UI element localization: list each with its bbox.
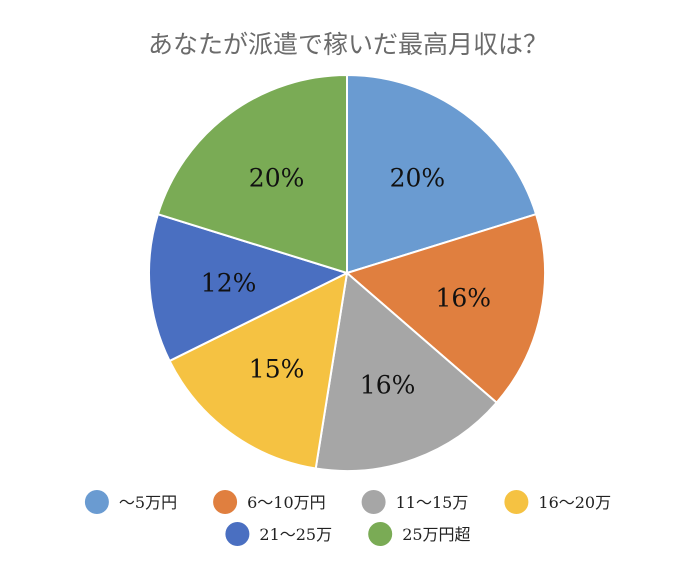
legend-label-5: 21～25万 bbox=[259, 525, 332, 544]
slice-value-label-3: 16% bbox=[360, 371, 416, 400]
legend-marker-4 bbox=[504, 490, 529, 514]
legend-marker-1 bbox=[84, 490, 109, 514]
legend-label-6: 25万円超 bbox=[402, 525, 470, 544]
pie-slice-2 bbox=[344, 212, 546, 405]
pie-slices bbox=[148, 73, 546, 472]
slice-value-label-2: 16% bbox=[436, 283, 492, 312]
slice-value-label-6: 20% bbox=[249, 163, 305, 192]
legend-label-2: 6～10万円 bbox=[247, 493, 326, 512]
pie-slice-4 bbox=[168, 271, 349, 470]
legend-label-1: ～5万円 bbox=[119, 493, 177, 512]
legend-marker-5 bbox=[225, 522, 250, 546]
legend-marker-2 bbox=[213, 490, 238, 514]
legend-marker-3 bbox=[361, 490, 386, 514]
legend-label-3: 11～15万 bbox=[396, 493, 469, 512]
slice-labels: 20% 16% 16% 15% 12% 20% bbox=[201, 163, 491, 399]
slice-value-label-4: 15% bbox=[249, 355, 305, 384]
chart-title: あなたが派遣で稼いだ最高月収は？ bbox=[148, 30, 548, 59]
legend-marker-6 bbox=[368, 522, 393, 546]
pie-slice-3 bbox=[314, 271, 499, 472]
slice-value-label-5: 12% bbox=[201, 268, 257, 297]
pie-slice-1 bbox=[346, 73, 538, 275]
legend: ～5万円 6～10万円 11～15万 16～20万 21～25万 25万円超 bbox=[84, 490, 611, 546]
legend-label-4: 16～20万 bbox=[538, 493, 611, 512]
pie-slice-5 bbox=[148, 212, 350, 363]
slice-value-label-1: 20% bbox=[390, 163, 446, 192]
pie-slice-6 bbox=[156, 73, 348, 275]
